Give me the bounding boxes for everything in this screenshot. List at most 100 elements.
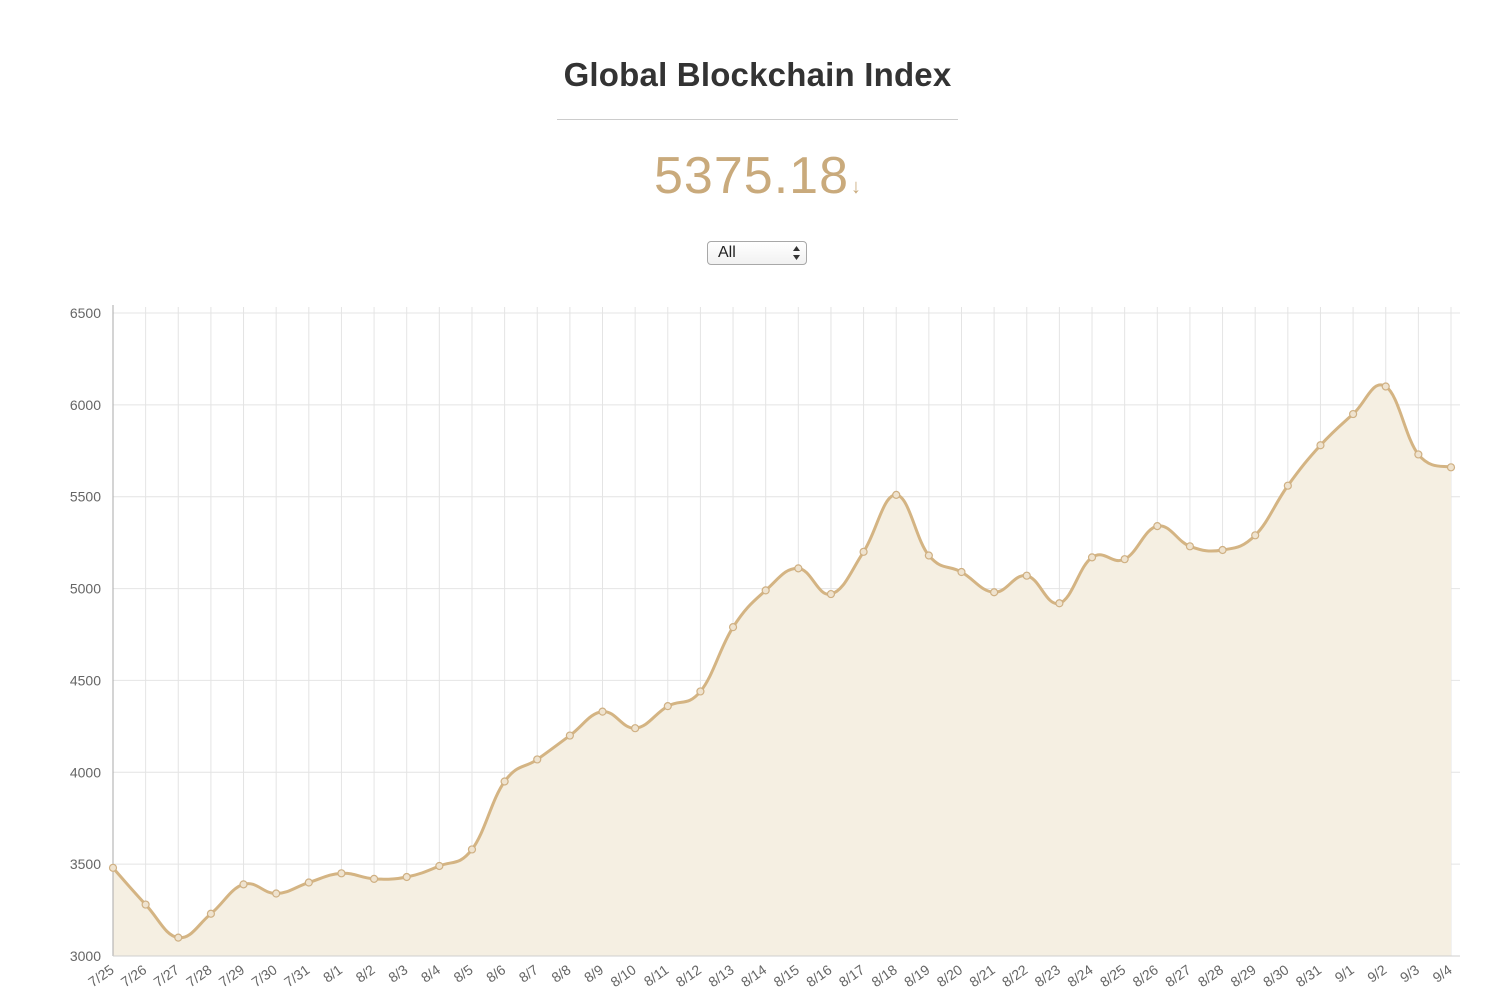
data-point-8-3 — [402, 872, 411, 882]
x-tick-label: 7/30 — [248, 961, 280, 990]
x-tick-label: 8/5 — [451, 961, 476, 985]
data-point-8-15 — [794, 564, 803, 573]
data-point-8-5 — [467, 845, 477, 854]
data-point-8-9 — [598, 707, 607, 716]
y-tick-label: 5500 — [70, 489, 101, 505]
x-axis-labels: 7/25 7/26 7/27 7/28 7/29 7/30 7/31 8/1 8/2 8/3 8/4… — [85, 961, 1455, 990]
data-point-7-31 — [304, 878, 313, 887]
data-point-7-27 — [174, 933, 183, 942]
x-tick-label: 9/2 — [1364, 961, 1389, 985]
data-point-8-8 — [565, 731, 574, 740]
x-tick-label: 8/28 — [1195, 961, 1227, 990]
x-tick-label: 8/19 — [901, 961, 933, 990]
data-point-8-18 — [892, 490, 901, 499]
x-tick-label: 7/29 — [216, 961, 248, 990]
data-point-8-6 — [500, 777, 509, 786]
data-point-7-25 — [108, 863, 118, 872]
x-tick-label: 8/12 — [673, 961, 705, 990]
y-tick-label: 3500 — [70, 856, 101, 872]
data-point-8-25 — [1120, 555, 1129, 564]
x-tick-label: 7/28 — [183, 961, 215, 990]
data-point-8-14 — [761, 586, 770, 595]
x-tick-label: 7/26 — [118, 961, 150, 990]
data-point-8-17 — [859, 547, 868, 556]
data-point-8-4 — [435, 861, 444, 871]
data-point-8-13 — [728, 623, 738, 632]
range-select[interactable]: All — [707, 241, 807, 265]
x-tick-label: 8/7 — [516, 961, 541, 985]
data-point-9-1 — [1348, 409, 1358, 419]
data-point-7-28 — [206, 909, 216, 918]
data-point-8-24 — [1087, 553, 1097, 562]
page-title: Global Blockchain Index — [563, 56, 952, 93]
chart-axes — [112, 305, 1460, 957]
current-value-text: 5375.18 — [654, 147, 849, 205]
data-point-8-2 — [369, 874, 379, 883]
x-tick-label: 8/20 — [934, 961, 966, 990]
y-tick-label: 6500 — [70, 305, 101, 321]
x-tick-label: 8/10 — [607, 961, 639, 990]
x-tick-label: 8/27 — [1162, 961, 1194, 990]
data-point-8-26 — [1153, 522, 1162, 531]
data-point-8-20 — [957, 567, 966, 577]
x-tick-label: 8/30 — [1260, 961, 1292, 990]
x-tick-label: 9/3 — [1397, 961, 1422, 985]
data-point-7-29 — [239, 880, 248, 889]
x-tick-label: 8/18 — [868, 961, 900, 990]
x-tick-label: 8/25 — [1097, 961, 1129, 990]
y-tick-label: 6000 — [70, 397, 101, 413]
x-tick-label: 8/21 — [966, 961, 998, 990]
title-divider — [557, 119, 958, 120]
data-point-8-12 — [696, 687, 705, 696]
chart-points — [108, 382, 1456, 942]
data-point-8-7 — [533, 755, 542, 764]
x-tick-label: 8/23 — [1032, 961, 1064, 990]
x-tick-label: 7/25 — [85, 961, 117, 990]
data-point-9-3 — [1414, 450, 1423, 459]
data-point-8-1 — [337, 869, 346, 878]
x-tick-label: 8/6 — [483, 961, 508, 985]
x-tick-label: 8/9 — [581, 961, 606, 985]
x-tick-label: 8/24 — [1064, 961, 1096, 990]
select-arrows-icon — [793, 246, 800, 260]
series-area-fill — [113, 384, 1451, 956]
x-tick-label: 7/31 — [281, 961, 313, 990]
data-point-8-22 — [1022, 571, 1031, 580]
arrow-down-icon: ↓ — [850, 176, 861, 198]
chart-area — [111, 383, 1452, 956]
data-point-8-11 — [663, 702, 672, 711]
x-tick-label: 8/14 — [738, 961, 770, 990]
data-point-8-10 — [631, 724, 640, 733]
data-point-8-28 — [1218, 545, 1227, 555]
x-tick-label: 8/22 — [999, 961, 1031, 990]
x-tick-label: 7/27 — [150, 961, 182, 990]
data-point-9-4 — [1446, 463, 1456, 472]
data-point-7-30 — [272, 889, 281, 898]
x-tick-label: 8/29 — [1227, 961, 1259, 990]
x-tick-label: 8/17 — [836, 961, 868, 990]
y-tick-label: 3000 — [70, 948, 101, 964]
data-point-8-21 — [990, 588, 999, 597]
x-tick-label: 8/11 — [641, 961, 672, 989]
x-tick-label: 8/13 — [705, 961, 737, 990]
x-tick-label: 8/3 — [385, 961, 410, 985]
y-tick-label: 5000 — [70, 581, 101, 597]
x-tick-label: 8/4 — [418, 961, 443, 985]
data-point-7-26 — [141, 900, 150, 909]
x-tick-label: 8/15 — [771, 961, 803, 990]
data-point-8-16 — [826, 589, 836, 599]
x-tick-label: 9/4 — [1430, 961, 1455, 985]
data-point-9-2 — [1381, 382, 1390, 391]
range-select-value: All — [718, 244, 736, 261]
x-tick-label: 9/1 — [1332, 961, 1357, 985]
x-tick-label: 8/2 — [353, 961, 378, 985]
data-point-8-29 — [1251, 531, 1260, 540]
y-tick-label: 4500 — [70, 672, 101, 688]
data-point-8-23 — [1055, 599, 1064, 608]
x-tick-label: 8/16 — [803, 961, 835, 990]
x-tick-label: 8/31 — [1293, 961, 1325, 990]
x-tick-label: 8/1 — [320, 961, 345, 985]
x-tick-label: 8/8 — [548, 961, 573, 985]
data-point-8-27 — [1185, 542, 1195, 551]
